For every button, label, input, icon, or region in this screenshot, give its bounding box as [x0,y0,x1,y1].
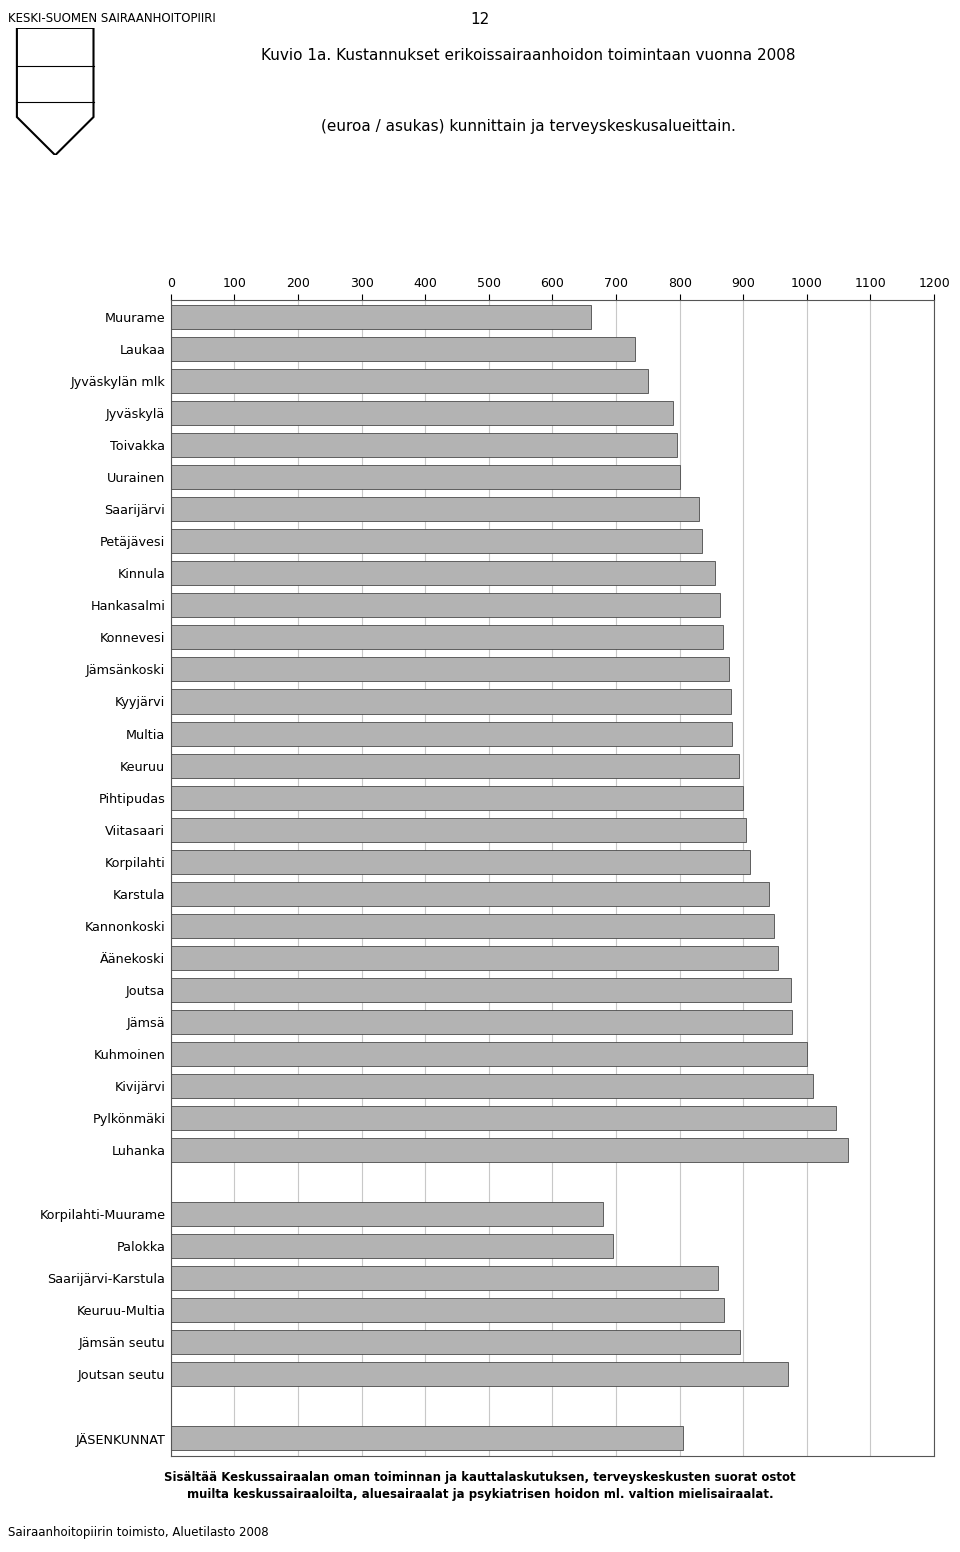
Bar [171,849,750,874]
Text: KESKI-SUOMEN SAIRAANHOITOPIIRI: KESKI-SUOMEN SAIRAANHOITOPIIRI [8,12,215,25]
Bar [171,945,779,970]
Bar [171,306,590,329]
Bar [171,658,730,681]
Bar [171,433,677,458]
Bar [171,1330,740,1353]
Bar [171,1266,718,1290]
Bar [171,625,723,649]
Bar [171,1138,849,1162]
Bar [171,593,720,618]
Bar [171,754,739,778]
Bar [171,402,673,425]
Bar [171,497,699,521]
Bar [171,337,636,362]
Bar [171,1010,792,1034]
Bar [171,978,791,1001]
Bar [171,562,714,585]
Bar [171,1041,807,1066]
Text: Sisältää Keskussairaalan oman toiminnan ja kauttalaskutuksen, terveyskeskusten s: Sisältää Keskussairaalan oman toiminnan … [164,1471,796,1484]
Bar [171,1107,835,1130]
Bar [171,529,702,554]
Text: Kuvio 1a. Kustannukset erikoissairaanhoidon toimintaan vuonna 2008: Kuvio 1a. Kustannukset erikoissairaanhoi… [261,48,795,64]
Bar [171,722,732,745]
Bar [171,1426,683,1450]
Bar [171,1201,604,1226]
Bar [171,1234,612,1259]
Bar [171,466,680,489]
Bar [171,818,747,841]
Bar [171,1297,724,1322]
Bar [171,689,731,714]
Bar [171,914,774,937]
Bar [171,1363,788,1386]
Polygon shape [17,28,93,155]
Bar [171,785,743,810]
Bar [171,882,769,906]
Text: (euroa / asukas) kunnittain ja terveyskeskusalueittain.: (euroa / asukas) kunnittain ja terveyske… [321,120,735,133]
Text: Sairaanhoitopiirin toimisto, Aluetilasto 2008: Sairaanhoitopiirin toimisto, Aluetilasto… [8,1526,268,1538]
Text: 12: 12 [470,12,490,28]
Bar [171,369,648,393]
Bar [171,1074,813,1097]
Text: muilta keskussairaaloilta, aluesairaalat ja psykiatrisen hoidon ml. valtion miel: muilta keskussairaaloilta, aluesairaalat… [186,1488,774,1501]
